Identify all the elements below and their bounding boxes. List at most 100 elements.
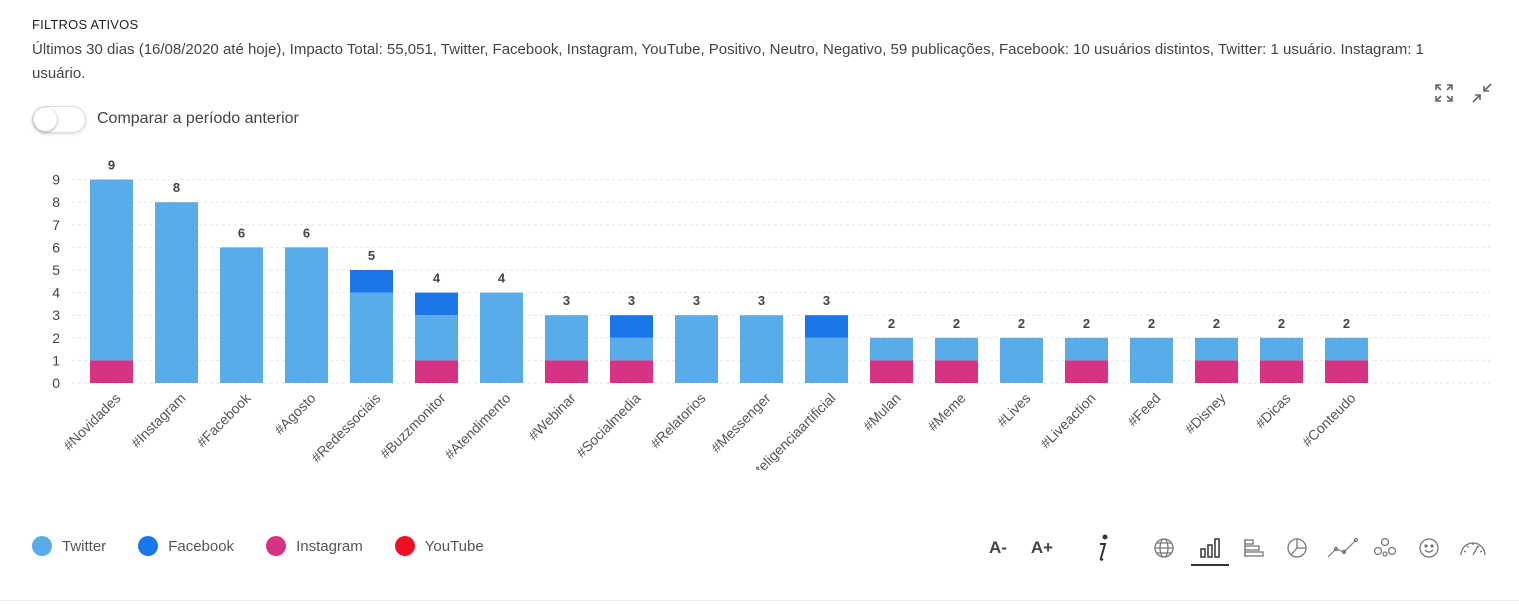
bar-segment-twitter <box>1000 337 1043 383</box>
x-tick-label: #Webinar <box>525 390 579 444</box>
x-tick-label: #Meme <box>924 390 968 434</box>
toggle-knob <box>34 108 57 131</box>
data-label: 4 <box>433 271 441 286</box>
legend-label: YouTube <box>424 537 484 555</box>
y-tick-label: 7 <box>52 217 60 233</box>
filters-description: Últimos 30 dias (16/08/2020 até hoje), I… <box>32 41 1424 82</box>
legend: Twitter Facebook Instagram YouTube <box>32 536 516 556</box>
info-icon[interactable] <box>1092 532 1114 564</box>
legend-label: Twitter <box>62 537 107 555</box>
data-label: 4 <box>498 271 506 286</box>
bar-segment-instagram <box>935 360 978 383</box>
x-tick-label: #Lives <box>994 390 1034 430</box>
font-decrease-button[interactable]: A- <box>989 538 1007 557</box>
bar-segment-twitter <box>740 315 783 383</box>
compare-toggle[interactable] <box>32 106 86 133</box>
font-increase-button[interactable]: A+ <box>1030 538 1054 557</box>
bar-segment-facebook <box>415 292 458 316</box>
bar-segment-twitter <box>1325 337 1368 361</box>
column-chart-icon[interactable] <box>1191 532 1229 566</box>
bar-segment-twitter <box>415 315 458 361</box>
data-label: 2 <box>953 316 960 331</box>
x-tick-label: #Redessociais <box>308 390 384 466</box>
bar-segment-twitter <box>675 315 718 383</box>
bar-segment-instagram <box>415 360 458 383</box>
bar-segment-instagram <box>545 360 588 383</box>
y-tick-label: 5 <box>52 262 60 278</box>
collapse-icon[interactable] <box>1471 82 1493 104</box>
y-tick-label: 0 <box>52 375 60 391</box>
y-tick-label: 1 <box>52 352 60 368</box>
y-tick-label: 8 <box>52 194 60 210</box>
line-chart-icon[interactable] <box>1325 532 1359 564</box>
bar-segment-instagram <box>1195 360 1238 383</box>
data-label: 9 <box>108 158 115 173</box>
x-tick-label: #Buzzmonitor <box>377 390 449 462</box>
globe-icon[interactable] <box>1152 532 1176 564</box>
data-label: 2 <box>1343 316 1350 331</box>
y-tick-label: 2 <box>52 330 60 346</box>
stacked-bar-chart: 0 1 2 3 4 5 6 7 8 9 9 #Novidades 8 #Instagram 6 #Facebo… <box>52 158 1490 470</box>
legend-label: Facebook <box>168 537 235 555</box>
data-label: 2 <box>1018 316 1025 331</box>
filters-title: FILTROS ATIVOS <box>32 17 139 32</box>
data-label: 3 <box>693 293 700 308</box>
bar-segment-twitter <box>285 247 328 383</box>
data-label: 8 <box>173 180 180 195</box>
bar-segment-instagram <box>90 360 133 383</box>
x-tick-label: #Conteudo <box>1299 390 1359 450</box>
bar-segment-twitter <box>155 202 198 383</box>
data-label: 2 <box>1278 316 1285 331</box>
bar-segment-twitter <box>220 247 263 383</box>
data-label: 3 <box>563 293 570 308</box>
data-label: 2 <box>1148 316 1155 331</box>
legend-item-twitter[interactable]: Twitter <box>32 536 106 556</box>
bar-segment-twitter <box>545 315 588 361</box>
legend-item-facebook[interactable]: Facebook <box>138 536 234 556</box>
network-icon[interactable] <box>1372 532 1398 564</box>
data-label: 6 <box>238 225 245 240</box>
expand-icon[interactable] <box>1433 82 1455 104</box>
x-tick-label: #Disney <box>1182 390 1229 437</box>
legend-item-instagram[interactable]: Instagram <box>266 536 363 556</box>
x-tick-label: #Facebook <box>193 389 254 450</box>
y-tick-label: 3 <box>52 307 60 323</box>
bar-segment-twitter <box>480 292 523 383</box>
legend-swatch-twitter <box>32 536 52 556</box>
legend-label: Instagram <box>296 537 363 555</box>
sentiment-icon[interactable] <box>1417 532 1441 564</box>
legend-swatch-youtube <box>394 536 415 556</box>
x-tick-label: #Agosto <box>271 390 319 438</box>
bar-segment-instagram <box>610 360 653 383</box>
y-tick-label: 6 <box>52 239 60 255</box>
x-tick-label: #Liveaction <box>1037 390 1098 451</box>
legend-item-youtube[interactable]: YouTube <box>394 536 484 556</box>
gauge-icon[interactable] <box>1457 532 1489 564</box>
bar-segment-twitter <box>1195 337 1238 361</box>
bar-segment-twitter <box>90 179 133 361</box>
bar-segment-twitter <box>935 337 978 361</box>
bar-segment-facebook <box>350 270 393 293</box>
bar-segment-twitter <box>805 337 848 383</box>
bar-segment-instagram <box>1260 360 1303 383</box>
bar-segment-twitter <box>1260 337 1303 361</box>
x-tick-label: #Socialmedia <box>573 390 644 461</box>
bar-chart-icon[interactable] <box>1241 532 1265 564</box>
x-tick-label: #Feed <box>1124 390 1163 429</box>
bar-segment-instagram <box>1065 360 1108 383</box>
x-tick-label: #Atendimento <box>441 390 514 463</box>
legend-swatch-facebook <box>138 536 159 556</box>
x-tick-label: #Mulan <box>860 390 904 434</box>
bar-segment-twitter <box>610 337 653 361</box>
x-tick-label: #Novidades <box>60 390 124 454</box>
data-label: 6 <box>303 225 310 240</box>
bar-segment-twitter <box>870 337 913 361</box>
data-label: 2 <box>1083 316 1090 331</box>
y-tick-label: 4 <box>52 285 60 301</box>
data-label: 2 <box>1213 316 1220 331</box>
bar-segment-facebook <box>805 315 848 338</box>
pie-chart-icon[interactable] <box>1285 532 1309 564</box>
bar-segment-facebook <box>610 315 653 338</box>
bar-segment-twitter <box>350 292 393 383</box>
x-tick-label: #Relatorios <box>647 390 708 451</box>
